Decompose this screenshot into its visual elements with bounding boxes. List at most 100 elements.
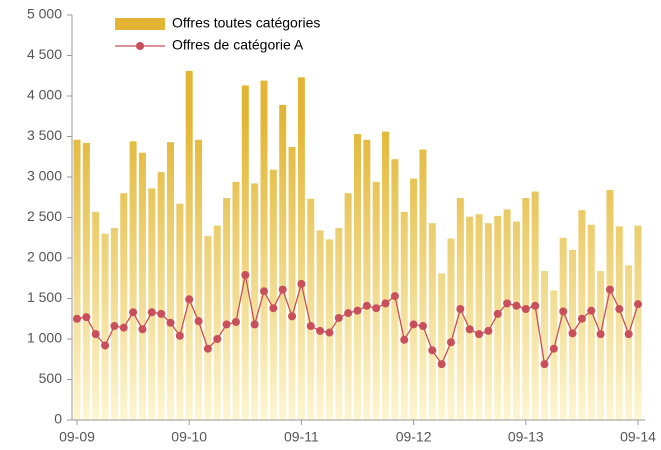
line-marker xyxy=(605,285,614,294)
bar xyxy=(195,139,203,421)
line-marker xyxy=(82,313,91,322)
bar xyxy=(101,233,109,420)
bar xyxy=(138,152,146,420)
x-tick-label: 09-10 xyxy=(171,429,207,445)
line-marker xyxy=(484,326,493,335)
bar xyxy=(606,189,614,420)
bar xyxy=(148,188,156,420)
bar xyxy=(503,209,511,420)
bar xyxy=(363,139,371,421)
line-marker xyxy=(157,309,166,318)
line-marker xyxy=(634,300,642,309)
bar xyxy=(297,77,305,421)
x-tick-label: 09-12 xyxy=(396,429,432,445)
bar xyxy=(634,225,642,420)
bar xyxy=(241,85,249,420)
line-marker xyxy=(540,360,549,369)
bar xyxy=(587,224,595,420)
y-tick-label: 4 000 xyxy=(27,87,62,103)
bar xyxy=(512,221,520,420)
line-marker xyxy=(325,328,334,337)
line-marker xyxy=(166,318,175,327)
line-marker xyxy=(521,305,530,314)
bar xyxy=(382,131,390,420)
x-tick-label: 09-14 xyxy=(620,429,656,445)
line-marker xyxy=(101,341,110,350)
bar xyxy=(307,198,315,420)
y-tick-label: 3 500 xyxy=(27,127,62,143)
y-tick-label: 2 500 xyxy=(27,208,62,224)
bar xyxy=(260,80,268,421)
legend-swatch xyxy=(115,18,165,30)
line-marker xyxy=(203,344,212,353)
line-marker xyxy=(577,314,586,323)
line-marker xyxy=(231,317,240,326)
bar xyxy=(279,104,287,420)
legend-label: Offres toutes catégories xyxy=(172,15,320,31)
line-marker xyxy=(288,312,297,321)
line-marker xyxy=(447,338,455,347)
x-tick-label: 09-13 xyxy=(508,429,544,445)
bar xyxy=(484,223,492,420)
legend-label: Offres de catégorie A xyxy=(172,37,304,53)
line-marker xyxy=(549,344,558,353)
y-tick-label: 5 000 xyxy=(27,6,62,22)
line-marker xyxy=(110,322,119,331)
line-marker xyxy=(568,329,577,338)
line-marker xyxy=(475,330,484,339)
line-marker xyxy=(372,304,381,313)
line-marker xyxy=(250,320,259,329)
bar xyxy=(410,178,418,420)
bar xyxy=(288,147,296,420)
bar xyxy=(494,215,502,420)
line-marker xyxy=(362,301,371,310)
bar xyxy=(354,134,361,420)
line-marker xyxy=(615,305,624,314)
y-tick-label: 1 000 xyxy=(27,330,62,346)
bar xyxy=(223,198,231,420)
bar xyxy=(391,159,399,420)
bar xyxy=(419,149,427,420)
bar xyxy=(559,237,567,420)
line-marker xyxy=(353,306,362,315)
line-marker xyxy=(241,271,250,280)
bar xyxy=(269,169,277,420)
bar xyxy=(372,181,380,420)
line-marker xyxy=(119,323,128,332)
y-tick-label: 1 500 xyxy=(27,289,62,305)
y-tick-label: 3 000 xyxy=(27,168,62,184)
bar xyxy=(176,203,184,420)
line-marker xyxy=(465,325,474,334)
line-marker xyxy=(503,299,512,308)
line-marker xyxy=(390,292,399,301)
line-marker xyxy=(297,279,306,288)
bar xyxy=(204,236,212,420)
bar xyxy=(625,265,633,420)
bar xyxy=(428,223,436,420)
line-marker xyxy=(428,346,437,355)
bar xyxy=(550,290,558,420)
line-marker xyxy=(456,305,465,314)
line-marker xyxy=(316,326,325,335)
bar xyxy=(232,181,240,420)
line-marker xyxy=(73,314,81,323)
line-marker xyxy=(409,320,418,329)
line-marker xyxy=(400,335,409,344)
line-marker xyxy=(624,330,633,339)
y-tick-label: 2 000 xyxy=(27,249,62,265)
bar xyxy=(82,142,90,421)
line-marker xyxy=(596,330,605,339)
line-marker xyxy=(559,307,568,316)
bar xyxy=(400,211,408,420)
bar xyxy=(466,216,474,420)
line-marker xyxy=(194,317,203,326)
bar xyxy=(73,139,81,421)
bar xyxy=(120,193,128,420)
y-tick-label: 4 500 xyxy=(27,46,62,62)
bar xyxy=(157,172,165,420)
bar xyxy=(438,273,446,420)
line-marker xyxy=(587,306,596,315)
bar xyxy=(541,270,548,420)
x-tick-label: 09-11 xyxy=(284,429,319,445)
